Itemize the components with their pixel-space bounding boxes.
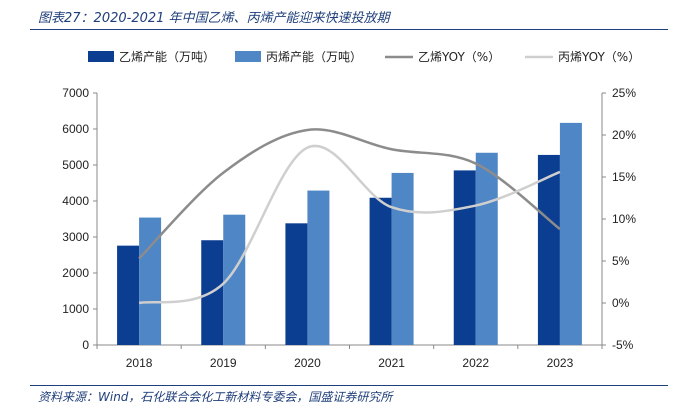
legend-label: 丙烯产能（万吨） (266, 50, 362, 64)
y-right-tick-label: 15% (612, 170, 636, 184)
y-left-tick-label: 1000 (62, 302, 89, 316)
y-right-tick-label: 25% (612, 86, 636, 100)
ethylene-capacity-bar (537, 154, 560, 345)
source-note: 资料来源：Wind，石化联合会化工新材料专委会，国盛证券研究所 (38, 390, 393, 404)
y-right-tick-label: 0% (612, 296, 630, 310)
ethylene-capacity-bar (453, 170, 476, 345)
propylene-capacity-bar (139, 217, 162, 345)
propylene-capacity-bar (559, 122, 582, 345)
x-tick-label: 2018 (126, 356, 153, 370)
y-left-tick-label: 0 (82, 338, 89, 352)
x-tick-label: 2020 (294, 356, 321, 370)
y-left-tick-label: 4000 (62, 194, 89, 208)
y-right-tick-label: 20% (612, 128, 636, 142)
legend-swatch (235, 51, 261, 62)
title-rule (30, 29, 668, 30)
ethylene-capacity-bar (285, 223, 308, 345)
propylene-capacity-bar (391, 172, 414, 345)
legend-label: 丙烯YOY（%） (558, 50, 640, 64)
x-tick-label: 2021 (378, 356, 405, 370)
x-tick-label: 2019 (210, 356, 237, 370)
ethylene-capacity-bar (369, 197, 392, 345)
ethylene-capacity-bar (117, 245, 140, 345)
propylene-capacity-bar (307, 190, 330, 345)
y-right-tick-label: 10% (612, 212, 636, 226)
y-left-tick-label: 2000 (62, 266, 89, 280)
figure-title: 图表27：2020-2021 年中国乙烯、丙烯产能迎来快速投放期 (38, 11, 390, 26)
source-rule (30, 385, 668, 386)
y-right-tick-label: -5% (612, 338, 634, 352)
propylene-yoy-line (138, 144, 561, 305)
y-left-tick-label: 7000 (62, 86, 89, 100)
legend-label: 乙烯产能（万吨） (119, 50, 215, 64)
ethylene-yoy-line (138, 128, 561, 260)
y-left-tick-label: 3000 (62, 230, 89, 244)
x-tick-label: 2022 (462, 356, 489, 370)
y-right-tick-label: 5% (612, 254, 630, 268)
y-left-tick-label: 6000 (62, 122, 89, 136)
x-tick-label: 2023 (547, 356, 574, 370)
y-left-tick-label: 5000 (62, 158, 89, 172)
legend-swatch (88, 51, 114, 62)
legend-label: 乙烯YOY（%） (418, 50, 500, 64)
propylene-capacity-bar (475, 152, 498, 345)
propylene-capacity-bar (223, 214, 246, 345)
